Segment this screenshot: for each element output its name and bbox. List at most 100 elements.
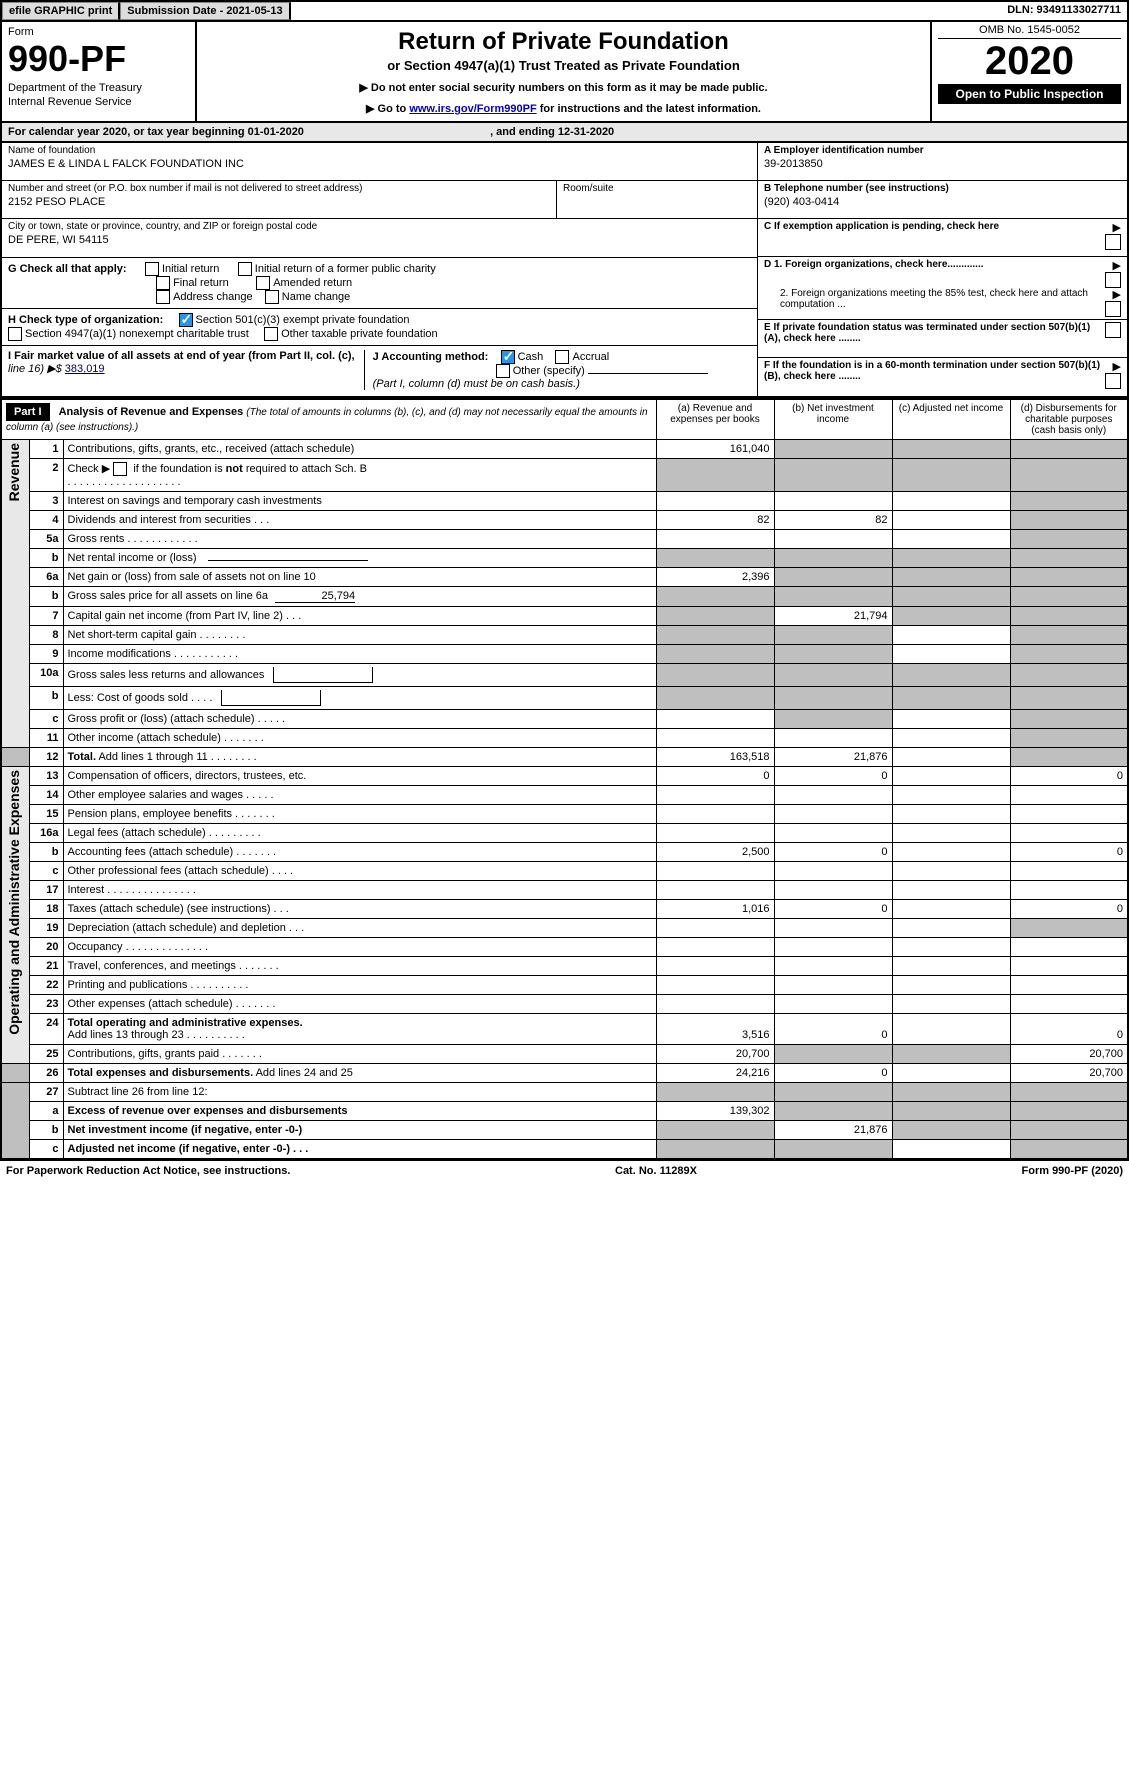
d1-label: D 1. Foreign organizations, check here..… (764, 259, 984, 270)
r8-num: 8 (29, 626, 63, 645)
page-footer: For Paperwork Reduction Act Notice, see … (0, 1160, 1129, 1181)
r11-num: 11 (29, 729, 63, 748)
r18-num: 18 (29, 900, 63, 919)
r5a-num: 5a (29, 530, 63, 549)
r1-a: 161,040 (656, 440, 774, 459)
footer-mid: Cat. No. 11289X (615, 1165, 697, 1177)
r9-desc: Income modifications . . . . . . . . . .… (63, 645, 656, 664)
g-o4: Amended return (273, 277, 352, 289)
cal-pre: For calendar year 2020, or tax year begi… (8, 126, 248, 138)
chk-other-taxable[interactable] (264, 327, 278, 341)
chk-schb[interactable] (113, 462, 127, 476)
r11-desc: Other income (attach schedule) . . . . .… (63, 729, 656, 748)
r7-num: 7 (29, 607, 63, 626)
g-o1: Initial return (162, 263, 219, 275)
r27b-text: Net investment income (if negative, ente… (68, 1124, 303, 1136)
chk-initial-former[interactable] (238, 262, 252, 276)
tax-year: 2020 (938, 39, 1121, 84)
r27a-desc: Excess of revenue over expenses and disb… (63, 1102, 656, 1121)
chk-cash[interactable] (501, 350, 515, 364)
r4-b: 82 (774, 511, 892, 530)
address: 2152 PESO PLACE (8, 196, 550, 208)
r16a-num: 16a (29, 824, 63, 843)
r10b-text: Less: Cost of goods sold . . . . (68, 692, 213, 704)
col-b-header: (b) Net investment income (774, 399, 892, 440)
r4-desc: Dividends and interest from securities .… (63, 511, 656, 530)
r7-desc: Capital gain net income (from Part IV, l… (63, 607, 656, 626)
chk-initial-return[interactable] (145, 262, 159, 276)
r13-num: 13 (29, 767, 63, 786)
chk-accrual[interactable] (555, 350, 569, 364)
form-subtitle: or Section 4947(a)(1) Trust Treated as P… (203, 58, 924, 73)
i-line16: line 16) ▶$ (8, 363, 65, 375)
r19-num: 19 (29, 919, 63, 938)
r27a-a: 139,302 (656, 1102, 774, 1121)
top-bar: efile GRAPHIC print Submission Date - 20… (0, 0, 1129, 22)
r14-desc: Other employee salaries and wages . . . … (63, 786, 656, 805)
h-row: H Check type of organization: Section 50… (2, 308, 757, 345)
chk-other-method[interactable] (496, 364, 510, 378)
chk-c[interactable] (1105, 234, 1121, 250)
j-accrual: Accrual (572, 351, 609, 363)
instr-post: for instructions and the latest informat… (537, 103, 761, 115)
r16b-d: 0 (1010, 843, 1128, 862)
chk-name-change[interactable] (265, 290, 279, 304)
chk-amended[interactable] (256, 276, 270, 290)
submission-date: Submission Date - 2021-05-13 (120, 2, 290, 20)
r10b-num: b (29, 687, 63, 710)
cal-end: 12-31-2020 (558, 126, 614, 138)
r27b-desc: Net investment income (if negative, ente… (63, 1121, 656, 1140)
g-label: G Check all that apply: (8, 263, 127, 275)
form-number: 990-PF (8, 38, 189, 80)
chk-e[interactable] (1105, 322, 1121, 338)
r6b-val: 25,794 (275, 590, 355, 603)
chk-501c3[interactable] (179, 313, 193, 327)
g-o2: Initial return of a former public charit… (255, 263, 436, 275)
revenue-side: Revenue (6, 443, 22, 501)
r2-num: 2 (29, 459, 63, 492)
r5b-text: Net rental income or (loss) (68, 552, 197, 564)
r16b-a: 2,500 (656, 843, 774, 862)
r5b-desc: Net rental income or (loss) (63, 549, 656, 568)
j-other: Other (specify) (513, 365, 585, 377)
dept-treasury: Department of the Treasury (8, 82, 189, 94)
h-o2: Section 4947(a)(1) nonexempt charitable … (25, 328, 249, 340)
form-header: Form 990-PF Department of the Treasury I… (0, 22, 1129, 123)
r12-b: 21,876 (774, 748, 892, 767)
r21-desc: Travel, conferences, and meetings . . . … (63, 957, 656, 976)
chk-d2[interactable] (1105, 301, 1121, 317)
form-label: Form (8, 26, 189, 38)
calendar-year-row: For calendar year 2020, or tax year begi… (0, 123, 1129, 143)
r1-desc: Contributions, gifts, grants, etc., rece… (63, 440, 656, 459)
chk-f[interactable] (1105, 373, 1121, 389)
r18-desc: Taxes (attach schedule) (see instruction… (63, 900, 656, 919)
r15-num: 15 (29, 805, 63, 824)
cal-mid: , and ending (490, 126, 558, 138)
r6b-num: b (29, 587, 63, 607)
r26-b: 0 (774, 1064, 892, 1083)
r20-num: 20 (29, 938, 63, 957)
r27b-b: 21,876 (774, 1121, 892, 1140)
r10a-desc: Gross sales less returns and allowances (63, 664, 656, 687)
r13-b: 0 (774, 767, 892, 786)
footer-right: Form 990-PF (2020) (1022, 1165, 1124, 1177)
chk-address-change[interactable] (156, 290, 170, 304)
cal-begin: 01-01-2020 (248, 126, 304, 138)
e-label: E If private foundation status was termi… (764, 322, 1103, 344)
r22-desc: Printing and publications . . . . . . . … (63, 976, 656, 995)
r27c-num: c (29, 1140, 63, 1160)
r27a-num: a (29, 1102, 63, 1121)
r25-d: 20,700 (1010, 1045, 1128, 1064)
chk-4947[interactable] (8, 327, 22, 341)
r26-num: 26 (29, 1064, 63, 1083)
chk-d1[interactable] (1105, 272, 1121, 288)
r24-text1: Total operating and administrative expen… (68, 1017, 303, 1029)
irs-link[interactable]: www.irs.gov/Form990PF (409, 103, 536, 115)
r5a-desc: Gross rents . . . . . . . . . . . . (63, 530, 656, 549)
info-section: Name of foundation JAMES E & LINDA L FAL… (0, 143, 1129, 398)
r10c-desc: Gross profit or (loss) (attach schedule)… (63, 710, 656, 729)
j-cash: Cash (518, 351, 544, 363)
r6b-desc: Gross sales price for all assets on line… (63, 587, 656, 607)
chk-final-return[interactable] (156, 276, 170, 290)
g-o6: Name change (282, 291, 351, 303)
